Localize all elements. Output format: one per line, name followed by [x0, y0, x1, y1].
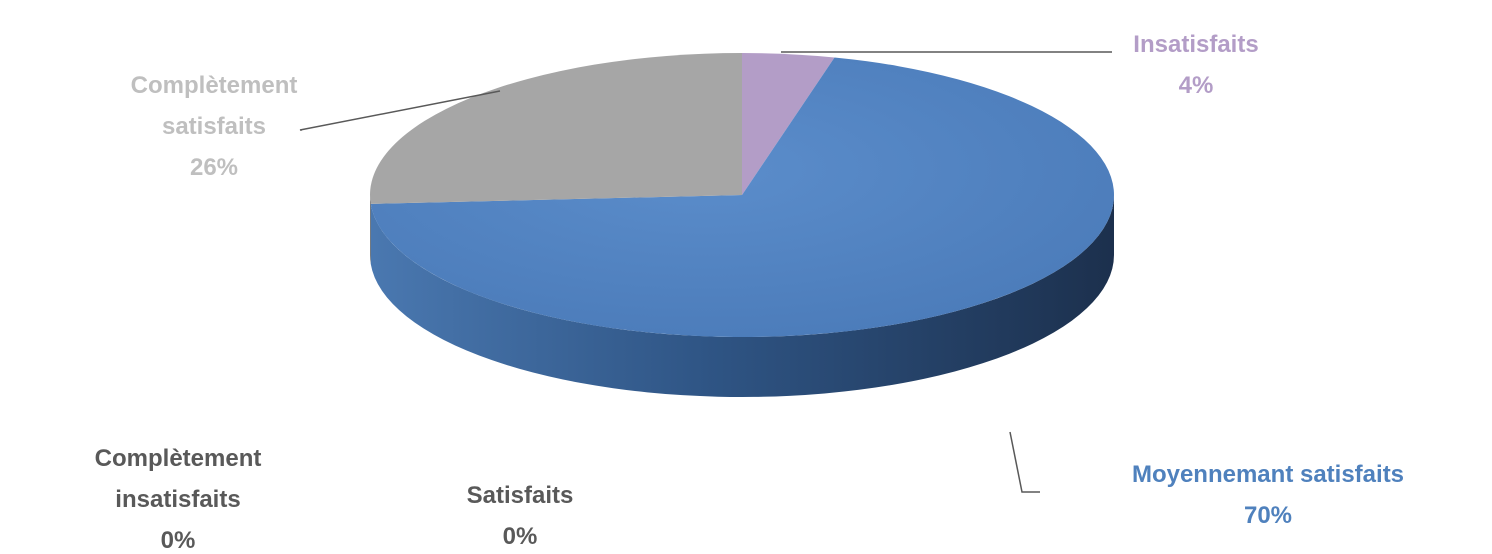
- leader-moyennemant-satisfaits: [1009, 431, 1040, 493]
- data-label-0: Insatisfaits 4%: [1133, 31, 1258, 99]
- slice-side-1: [370, 195, 1114, 397]
- slice-0: [742, 53, 835, 195]
- pie-slices: [370, 53, 1114, 397]
- slice-4: [370, 53, 742, 204]
- data-label-2: Satisfaits 0%: [467, 482, 574, 550]
- slice-1: [370, 57, 1114, 338]
- data-label-4: Complètement satisfaits 26%: [131, 72, 298, 181]
- data-labels: Insatisfaits 4% Moyennemant satisfaits 70% S…: [95, 31, 1404, 554]
- data-label-3: Complètement insatisfaits 0%: [95, 445, 262, 554]
- leader-completement-satisfaits: [299, 90, 501, 131]
- data-label-1: Moyennemant satisfaits 70%: [1132, 461, 1404, 529]
- leader-lines: [299, 51, 1112, 493]
- slice-side-4: [370, 195, 371, 264]
